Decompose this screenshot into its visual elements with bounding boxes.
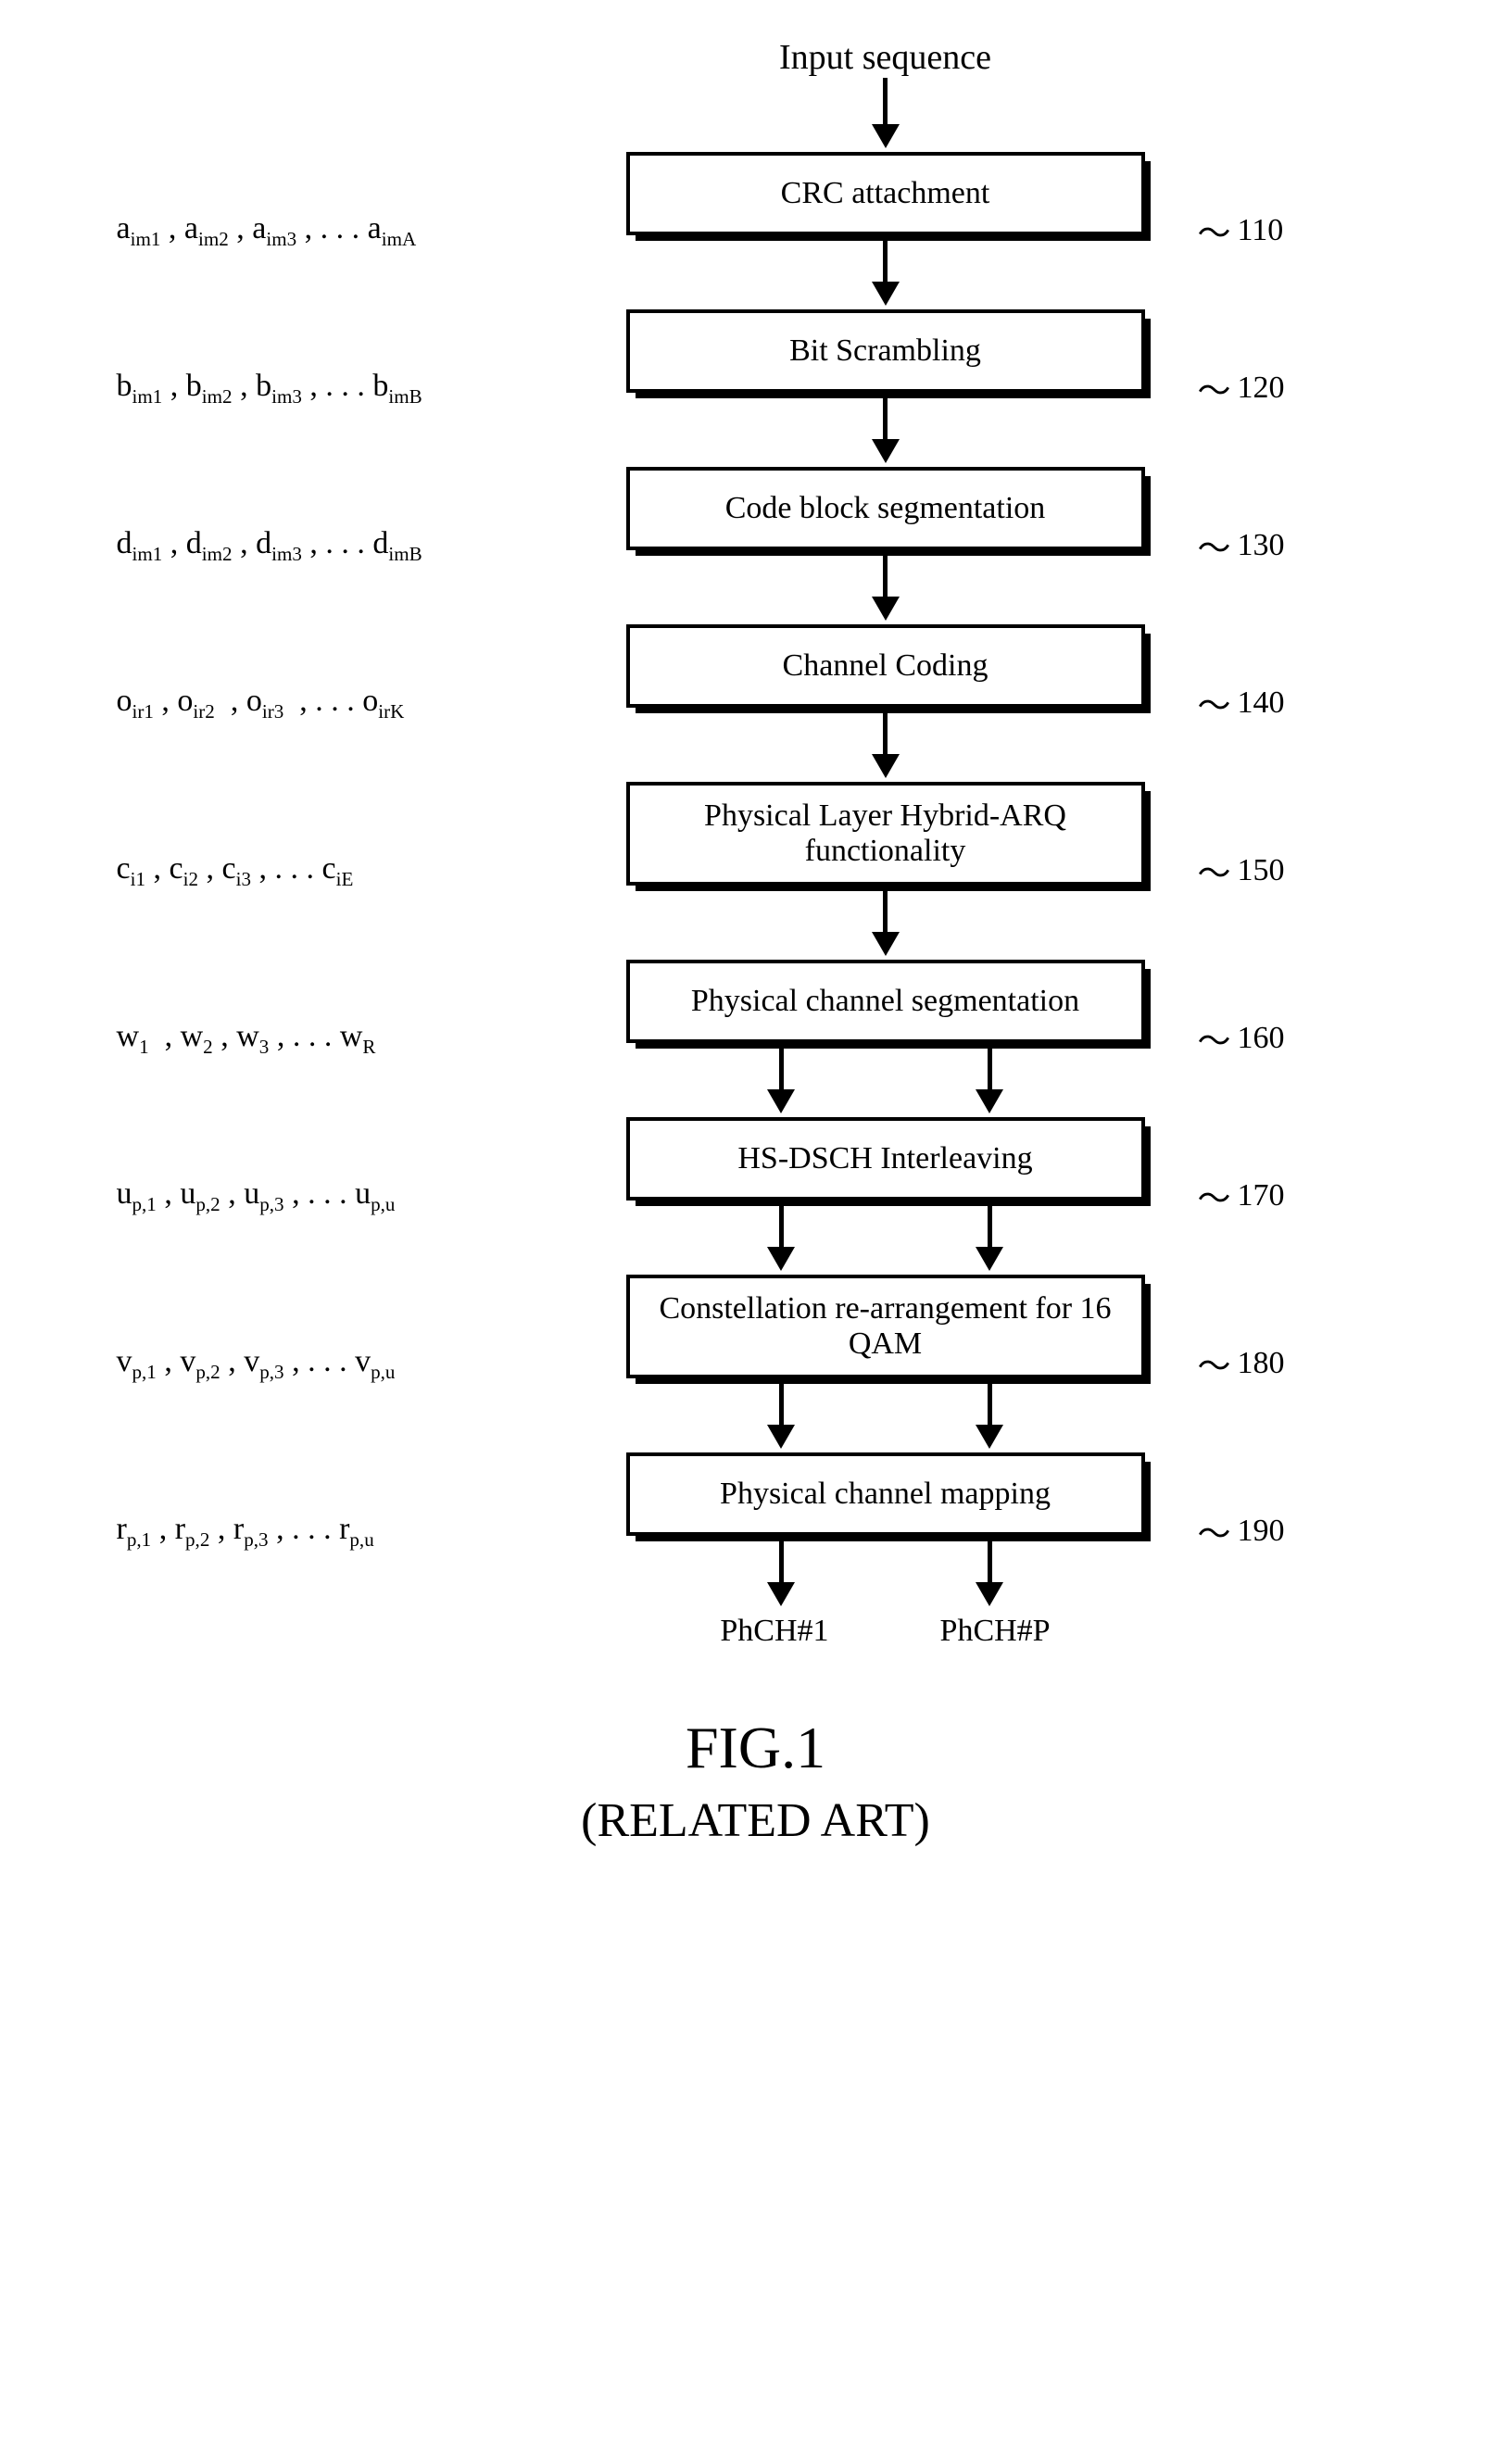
arrow [883, 886, 888, 960]
ref-number: 150 [1238, 853, 1285, 888]
arrow [883, 393, 888, 467]
block-row-chancode: oir1 , oir2 , oir3 , . . . oirK Channel C… [61, 624, 1451, 782]
sequence-label-crc: aim1 , aim2 , aim3 , . . . aimA [61, 211, 598, 251]
arrow-pair [779, 1043, 992, 1117]
ref-connector-icon: 〜 [1191, 522, 1238, 570]
ref-connector-icon: 〜 [1191, 1507, 1238, 1555]
sequence-label-harq: ci1 , ci2 , ci3 , . . . ciE [61, 851, 598, 891]
sequence-label-interleave: up,1 , up,2 , up,3 , . . . up,u [61, 1176, 598, 1216]
sequence-label-codeblock: dim1 , dim2 , dim3 , . . . dimB [61, 526, 598, 566]
block-row-physeg: w1 , w2 , w3 , . . . wR Physical channel … [61, 960, 1451, 1117]
sequence-label-chancode: oir1 , oir2 , oir3 , . . . oirK [61, 684, 598, 723]
block-scramble: Bit Scrambling [626, 309, 1145, 393]
block-row-codeblock: dim1 , dim2 , dim3 , . . . dimB Code bloc… [61, 467, 1451, 624]
ref-connector-icon: 〜 [1191, 1172, 1238, 1220]
arrow-pair [779, 1378, 992, 1452]
sequence-label-scramble: bim1 , bim2 , bim3 , . . . bimB [61, 369, 598, 409]
block-row-crc: aim1 , aim2 , aim3 , . . . aimA CRC attac… [61, 152, 1451, 309]
block-interleave: HS-DSCH Interleaving [626, 1117, 1145, 1201]
ref-number: 160 [1238, 1021, 1285, 1056]
ref-number: 180 [1238, 1346, 1285, 1381]
block-crc: CRC attachment [626, 152, 1145, 235]
ref-number: 140 [1238, 685, 1285, 721]
ref-connector-icon: 〜 [1191, 1014, 1238, 1062]
output-phchp: PhCH#P [940, 1614, 1051, 1649]
block-row-harq: ci1 , ci2 , ci3 , . . . ciE Physical Laye… [61, 782, 1451, 960]
block-row-scramble: bim1 , bim2 , bim3 , . . . bimB Bit Scram… [61, 309, 1451, 467]
arrow [883, 550, 888, 624]
block-row-constel: vp,1 , vp,2 , vp,3 , . . . vp,u Constella… [61, 1275, 1451, 1452]
input-row: Input sequence [61, 37, 1451, 152]
ref-connector-icon: 〜 [1191, 207, 1238, 255]
arrow [883, 708, 888, 782]
arrow [883, 78, 888, 152]
ref-number: 190 [1238, 1514, 1285, 1549]
ref-number: 130 [1238, 528, 1285, 563]
flowchart-diagram: Input sequence aim1 , aim2 , aim3 , . . … [61, 37, 1451, 1851]
block-codeblock: Code block segmentation [626, 467, 1145, 550]
sequence-label-constel: vp,1 , vp,2 , vp,3 , . . . vp,u [61, 1344, 598, 1384]
ref-number: 120 [1238, 371, 1285, 406]
block-harq: Physical Layer Hybrid-ARQ functionality [626, 782, 1145, 886]
arrow [883, 235, 888, 309]
figure-caption: FIG.1 (RELATED ART) [61, 1714, 1451, 1851]
ref-number: 110 [1238, 213, 1284, 248]
ref-connector-icon: 〜 [1191, 1339, 1238, 1388]
block-chancode: Channel Coding [626, 624, 1145, 708]
output-phch1: PhCH#1 [720, 1614, 828, 1649]
sequence-label-physeg: w1 , w2 , w3 , . . . wR [61, 1019, 598, 1059]
input-sequence-label: Input sequence [626, 37, 1145, 78]
block-row-phymap: rp,1 , rp,2 , rp,3 , . . . rp,u Physical … [61, 1452, 1451, 1610]
ref-connector-icon: 〜 [1191, 679, 1238, 727]
block-phymap: Physical channel mapping [626, 1452, 1145, 1536]
sequence-label-phymap: rp,1 , rp,2 , rp,3 , . . . rp,u [61, 1512, 598, 1552]
ref-connector-icon: 〜 [1191, 364, 1238, 412]
output-channel-labels: PhCH#1 PhCH#P [626, 1614, 1145, 1649]
block-physeg: Physical channel segmentation [626, 960, 1145, 1043]
arrow-pair [779, 1201, 992, 1275]
ref-number: 170 [1238, 1178, 1285, 1213]
block-row-interleave: up,1 , up,2 , up,3 , . . . up,u HS-DSCH I… [61, 1117, 1451, 1275]
block-constel: Constellation re-arrangement for 16 QAM [626, 1275, 1145, 1378]
ref-connector-icon: 〜 [1191, 847, 1238, 895]
arrow-pair [779, 1536, 992, 1610]
output-row: PhCH#1 PhCH#P [61, 1610, 1451, 1649]
